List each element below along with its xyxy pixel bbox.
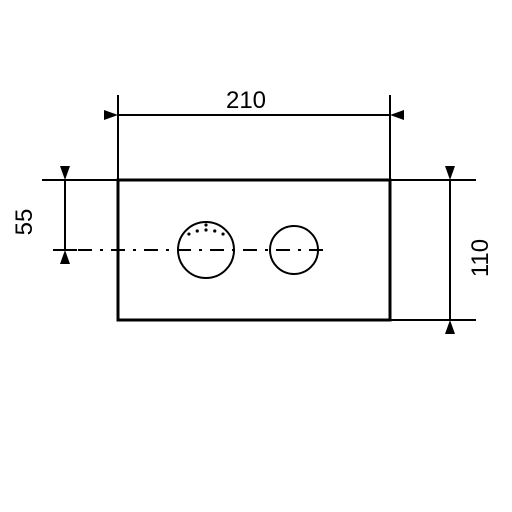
dim-left-label: 55 — [11, 209, 38, 236]
dim-right-label: 110 — [467, 239, 494, 277]
technical-drawing: 210 110 55 — [0, 0, 512, 512]
dim-top-label: 210 — [226, 87, 266, 114]
